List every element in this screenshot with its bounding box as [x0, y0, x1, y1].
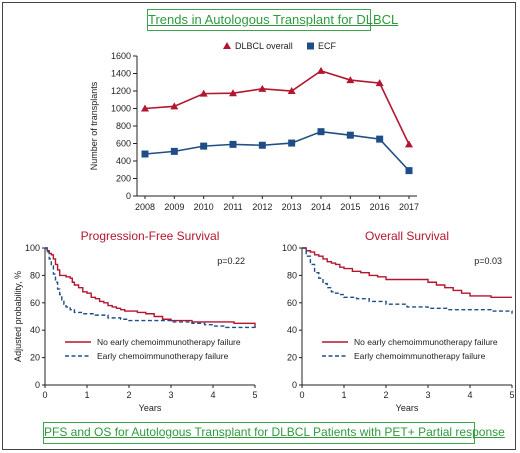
top-point-ecf	[200, 142, 208, 150]
top-y-tick-label: 600	[116, 139, 131, 149]
top-point-ecf	[317, 128, 325, 136]
top-x-tick-label: 2013	[282, 202, 302, 212]
top-x-tick-label: 2010	[194, 202, 214, 212]
top-point-dlbcl	[317, 66, 325, 74]
pfs-x-tick-label: 1	[84, 390, 89, 400]
pfs-x-axis-label: Years	[139, 403, 162, 413]
top-x-tick-label: 2014	[311, 202, 331, 212]
pfs-x-tick-label: 0	[42, 390, 47, 400]
os-y-tick-label: 0	[292, 380, 297, 390]
legend-marker-ecf	[307, 42, 314, 50]
top-y-axis-label: Number of transplants	[89, 81, 99, 170]
top-x-tick-label: 2008	[135, 202, 155, 212]
os-y-tick-label: 20	[287, 353, 297, 363]
top-x-tick-label: 2009	[164, 202, 184, 212]
pfs-y-tick-label: 60	[30, 298, 40, 308]
pfs-y-axis-label: Adjusted probability, %	[13, 271, 23, 362]
top-point-dlbcl	[258, 84, 267, 92]
top-x-tick-label: 2017	[399, 202, 419, 212]
top-y-tick-label: 400	[116, 156, 131, 166]
legend-label-ecf: ECF	[318, 41, 337, 51]
os-x-tick-label: 0	[299, 390, 304, 400]
top-y-tick-label: 1400	[111, 69, 131, 79]
os-curve-early-failure	[302, 247, 513, 314]
os-y-tick-label: 100	[282, 243, 297, 253]
top-point-ecf	[229, 140, 237, 148]
os-legend-label-early: Early chemoimmunotherapy failure	[354, 351, 486, 361]
top-title-box: Trends in Autologous Transplant for DLBC…	[147, 9, 398, 31]
top-point-dlbcl	[199, 89, 208, 97]
top-y-tick-label: 0	[126, 191, 131, 201]
top-point-ecf	[346, 131, 354, 139]
top-point-ecf	[170, 147, 178, 155]
os-p-value: p=0.03	[474, 256, 502, 266]
top-y-tick-label: 800	[116, 121, 131, 131]
pfs-y-tick-label: 40	[30, 325, 40, 335]
bottom-title-box: PFS and OS for Autologous Transplant for…	[43, 422, 505, 444]
top-point-ecf	[288, 139, 296, 147]
pfs-y-tick-label: 100	[25, 243, 40, 253]
top-point-ecf	[405, 167, 413, 175]
os-y-tick-label: 80	[287, 270, 297, 280]
top-x-tick-label: 2016	[370, 202, 390, 212]
os-x-tick-label: 5	[509, 390, 514, 400]
top-x-tick-label: 2011	[223, 202, 242, 212]
top-point-dlbcl	[141, 104, 149, 112]
top-y-tick-label: 1600	[111, 51, 131, 61]
pfs-y-tick-label: 20	[30, 353, 40, 363]
top-y-tick-label: 1000	[111, 104, 131, 114]
top-point-dlbcl	[229, 89, 237, 97]
os-x-axis-label: Years	[396, 403, 419, 413]
pfs-x-tick-label: 3	[168, 390, 173, 400]
figure-frame	[2, 2, 516, 450]
top-point-dlbcl	[405, 140, 413, 148]
legend-marker-dlbcl	[223, 42, 231, 49]
top-y-tick-label: 200	[116, 174, 131, 184]
pfs-y-tick-label: 80	[30, 270, 40, 280]
os-legend-label-no-early: No early chemoimmunotherapy failure	[354, 337, 498, 347]
pfs-x-tick-label: 2	[126, 390, 131, 400]
top-point-ecf	[141, 150, 149, 158]
top-y-tick-label: 1200	[111, 86, 131, 96]
top-point-dlbcl	[287, 87, 296, 94]
os-x-tick-label: 4	[467, 390, 472, 400]
top-point-dlbcl	[375, 79, 384, 87]
top-x-tick-label: 2012	[252, 202, 272, 212]
pfs-p-value: p=0.22	[217, 256, 245, 266]
pfs-x-tick-label: 5	[252, 390, 257, 400]
pfs-legend-label-early: Early chemoimmunotherapy failure	[97, 351, 229, 361]
os-y-tick-label: 40	[287, 325, 297, 335]
pfs-x-tick-label: 4	[210, 390, 215, 400]
legend-label-dlbcl: DLBCL overall	[235, 41, 293, 51]
os-title: Overall Survival	[365, 229, 449, 243]
pfs-curve-early-failure	[45, 247, 256, 329]
pfs-curve-no-early-failure	[45, 247, 256, 328]
os-x-tick-label: 3	[425, 390, 430, 400]
os-y-tick-label: 60	[287, 298, 297, 308]
top-point-ecf	[258, 141, 266, 149]
top-point-ecf	[376, 135, 384, 143]
pfs-y-tick-label: 0	[35, 380, 40, 390]
top-point-dlbcl	[170, 102, 179, 110]
os-x-tick-label: 1	[341, 390, 346, 400]
os-x-tick-label: 2	[383, 390, 388, 400]
top-series-line-0	[144, 69, 410, 145]
top-series-line-1	[144, 130, 410, 172]
pfs-title: Progression-Free Survival	[81, 229, 220, 243]
top-point-dlbcl	[346, 76, 355, 84]
pfs-legend-label-no-early: No early chemoimmunotherapy failure	[97, 337, 241, 347]
top-x-tick-label: 2015	[340, 202, 360, 212]
os-curve-no-early-failure	[302, 247, 512, 299]
